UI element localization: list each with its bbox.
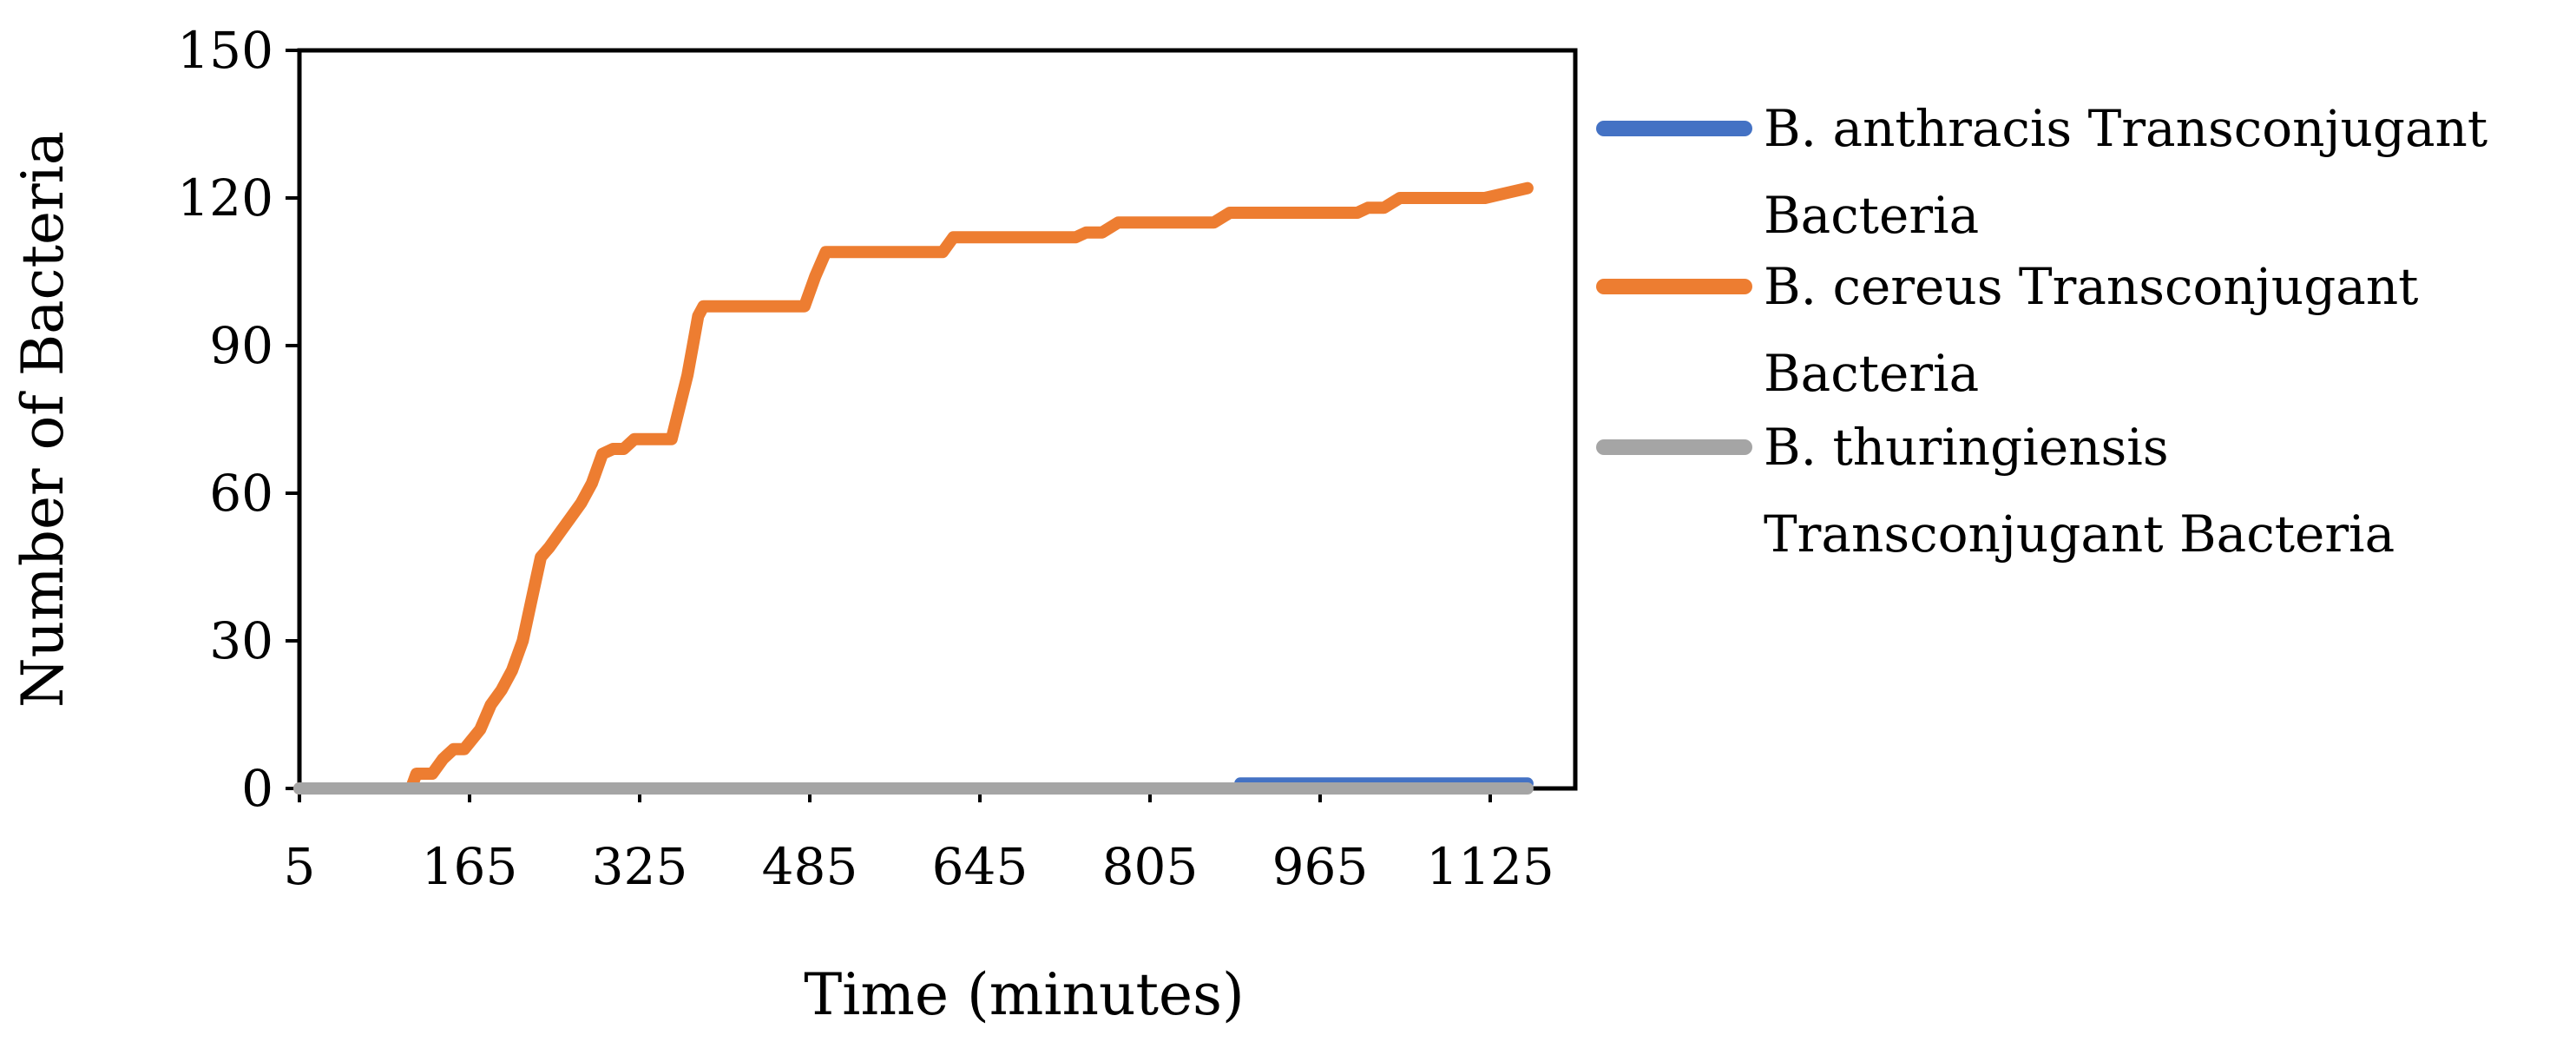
x-tick-label: 645 <box>932 837 1028 896</box>
series-layer <box>293 181 1534 795</box>
legend: B. anthracis Transconjugant Bacteria B. ce… <box>1596 99 2487 564</box>
legend-label-1: B. cereus Transconjugant <box>1764 257 2418 316</box>
y-tick-label: 30 <box>209 611 273 670</box>
series-line-1 <box>293 181 1534 795</box>
x-axis-title: Time (minutes) <box>804 961 1244 1028</box>
x-tick-label: 325 <box>592 837 688 896</box>
y-axis-ticks: 0 30 60 90 120 150 <box>177 21 299 818</box>
y-axis-title: Number of Bacteria <box>10 131 76 708</box>
x-tick-label: 5 <box>284 837 316 896</box>
legend-label-2: B. thuringiensis <box>1764 418 2169 477</box>
legend-label-1: Bacteria <box>1764 344 1979 403</box>
x-tick-label: 1125 <box>1426 837 1554 896</box>
plot-area-frame <box>297 48 1578 791</box>
x-tick-label: 965 <box>1272 837 1369 896</box>
x-axis-ticks: 5 165 325 485 645 805 965 1125 <box>284 788 1554 896</box>
y-tick-label: 150 <box>177 21 273 80</box>
x-tick-label: 165 <box>422 837 518 896</box>
x-tick-label: 485 <box>762 837 858 896</box>
legend-label-0: B. anthracis Transconjugant <box>1764 99 2487 158</box>
y-tick-label: 0 <box>241 759 273 818</box>
y-tick-label: 120 <box>177 168 273 228</box>
legend-label-2: Transconjugant Bacteria <box>1764 505 2395 564</box>
y-tick-label: 60 <box>209 464 273 523</box>
y-tick-label: 90 <box>209 316 273 375</box>
x-tick-label: 805 <box>1102 837 1199 896</box>
legend-label-0: Bacteria <box>1764 186 1979 245</box>
